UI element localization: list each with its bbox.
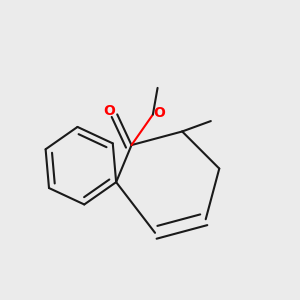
Text: O: O	[103, 104, 115, 118]
Text: O: O	[153, 106, 165, 120]
